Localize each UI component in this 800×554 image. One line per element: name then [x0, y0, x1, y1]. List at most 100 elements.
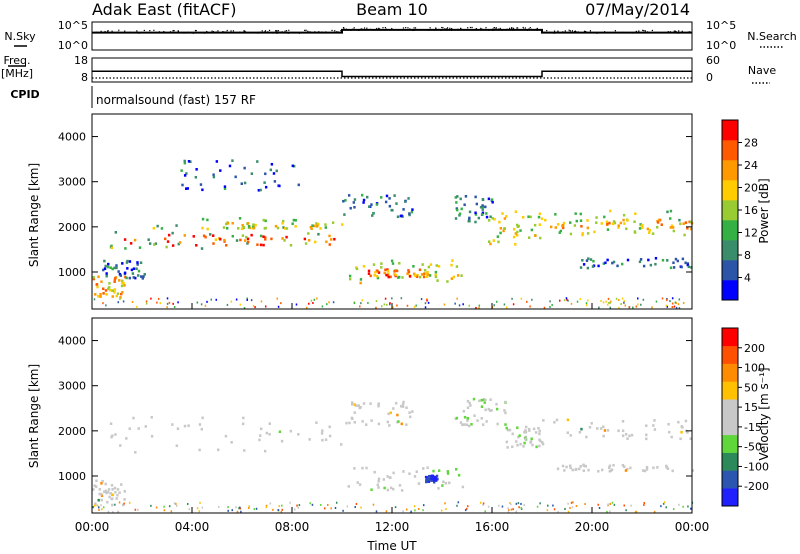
nsky-sample-dot — [490, 28, 492, 31]
velocity-cell — [542, 419, 545, 422]
power-cell — [124, 247, 127, 250]
power-cell — [262, 218, 265, 222]
power-cell — [426, 270, 429, 274]
velocity-cell — [446, 470, 450, 473]
nsky-sample-dot — [644, 30, 646, 32]
nsky-sample-dot — [522, 26, 524, 29]
velocity-noise-cell — [422, 504, 425, 507]
velocity-cell — [462, 409, 466, 413]
power-cell — [165, 245, 168, 249]
nsky-sample-dot — [427, 29, 430, 31]
power-cell — [122, 281, 125, 285]
velocity-noise-cell — [134, 508, 137, 511]
power-noise-cell — [102, 302, 104, 305]
power-cell — [319, 227, 322, 230]
velocity-cell — [104, 482, 107, 486]
freq-panel — [91, 57, 693, 83]
power-cell — [243, 166, 246, 170]
power-cell — [160, 227, 164, 230]
power-noise-cell — [386, 303, 388, 306]
power-cell — [416, 273, 419, 277]
power-noise-cell — [313, 298, 316, 301]
power-noise-cell — [105, 304, 107, 307]
velocity-noise-cell — [515, 502, 518, 505]
nsky-sample-dot — [244, 30, 246, 32]
power-cell — [148, 242, 152, 245]
power-cell — [115, 264, 118, 267]
velocity-cell — [408, 411, 411, 414]
velocity-cell — [426, 466, 429, 469]
power-cell — [407, 270, 411, 274]
velocity-cell — [680, 425, 683, 428]
power-cell — [581, 233, 584, 237]
power-cell — [499, 226, 503, 230]
time-tick-label: 00:00 — [675, 520, 710, 534]
velocity-cell — [465, 423, 469, 426]
power-cell — [111, 289, 115, 292]
power-cell — [342, 199, 345, 203]
velocity-cell — [241, 422, 245, 426]
power-cell — [259, 234, 263, 238]
power-cell — [516, 225, 520, 229]
nsky-sample-dot — [309, 31, 311, 33]
velocity-cell — [608, 464, 612, 468]
velocity-noise-cell — [327, 504, 329, 507]
velocity-cell — [483, 401, 486, 404]
velocity-cell — [171, 423, 174, 426]
power-colorbar-segment — [722, 220, 738, 241]
velocity-cell — [578, 430, 582, 434]
power-noise-cell — [226, 303, 229, 306]
power-cell — [209, 233, 212, 236]
velocity-cell — [603, 429, 607, 432]
power-cell — [639, 258, 643, 261]
velocity-cell — [361, 466, 364, 470]
power-noise-cell — [576, 300, 579, 303]
power-noise-cell — [375, 300, 378, 303]
power-noise-cell — [682, 302, 685, 305]
nsky-sample-dot — [298, 32, 301, 34]
power-cell — [289, 244, 293, 247]
power-cell — [558, 231, 561, 234]
nsky-sample-dot — [263, 31, 265, 33]
velocity-cell — [608, 466, 611, 470]
power-cell — [562, 221, 566, 225]
power-noise-cell — [678, 298, 681, 301]
power-cell — [92, 276, 95, 279]
velocity-noise-cell — [567, 510, 570, 513]
nsky-line — [92, 28, 692, 34]
power-cell — [106, 265, 110, 269]
velocity-noise-cell — [607, 503, 609, 506]
velocity-noise-cell — [155, 506, 158, 509]
nsky-sample-dot — [572, 31, 574, 33]
velocity-noise-cell — [665, 506, 667, 509]
velocity-colorbar-segment — [722, 345, 738, 364]
power-cell — [373, 273, 377, 277]
power-cell — [142, 275, 145, 278]
power-ytick-label: 3000 — [58, 176, 86, 189]
nsky-sample-dot — [596, 32, 598, 34]
velocity-cell — [351, 417, 354, 421]
power-cell — [175, 224, 178, 227]
velocity-cell — [686, 431, 689, 434]
velocity-cell — [424, 475, 428, 479]
power-cell — [684, 261, 687, 265]
velocity-cell — [487, 407, 490, 411]
velocity-cell — [505, 426, 508, 430]
velocity-noise-cell — [520, 506, 522, 509]
power-colorbar-tick-label: 28 — [744, 137, 758, 150]
nsky-sample-dot — [459, 27, 462, 29]
nsky-sample-dot — [281, 31, 283, 33]
power-cell — [272, 172, 276, 175]
velocity-cell — [422, 467, 425, 470]
velocity-cell — [217, 448, 220, 452]
time-tick-label: 00:00 — [75, 520, 110, 534]
velocity-noise-cell — [465, 507, 468, 510]
velocity-cell — [630, 433, 634, 437]
nsky-sample-dot — [677, 32, 679, 34]
velocity-cell — [386, 488, 390, 492]
power-cell — [195, 168, 198, 171]
power-cell — [485, 212, 488, 215]
power-cell — [353, 205, 356, 209]
velocity-noise-cell — [311, 503, 314, 506]
power-cell — [212, 242, 215, 245]
